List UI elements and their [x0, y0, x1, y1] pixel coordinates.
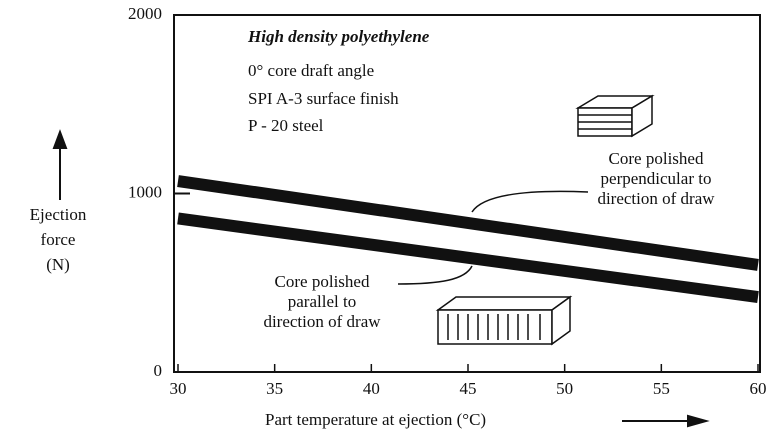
icon-parallel: [438, 297, 570, 344]
leader-line: [398, 266, 472, 284]
x-tick-label: 40: [363, 379, 380, 398]
annotation: parallel to: [288, 292, 356, 311]
x-label: Part temperature at ejection (°C): [265, 410, 486, 429]
y-arrow: [54, 132, 66, 200]
annotation: perpendicular to: [601, 169, 712, 188]
icon-perpendicular: [578, 96, 652, 136]
x-tick-label: 35: [266, 379, 283, 398]
y-tick-label: 0: [154, 361, 163, 380]
annotation: Core polished: [275, 272, 370, 291]
leader-line: [472, 191, 588, 212]
note: P - 20 steel: [248, 116, 324, 135]
annotation: direction of draw: [597, 189, 715, 208]
y-tick-label: 2000: [128, 4, 162, 23]
chart: High density polyethylene 0° core draft …: [0, 0, 768, 435]
note: SPI A-3 surface finish: [248, 89, 399, 108]
x-tick-label: 30: [170, 379, 187, 398]
note: High density polyethylene: [247, 27, 430, 46]
x-tick-label: 50: [556, 379, 573, 398]
x-tick-label: 55: [653, 379, 670, 398]
annotation: direction of draw: [263, 312, 381, 331]
note: 0° core draft angle: [248, 61, 374, 80]
y-tick-label: 1000: [128, 182, 162, 201]
x-tick-label: 60: [750, 379, 767, 398]
x-tick-label: 45: [460, 379, 477, 398]
y-label: Ejection: [30, 205, 87, 224]
annotation: Core polished: [609, 149, 704, 168]
x-arrow: [622, 416, 706, 426]
y-label: force: [41, 230, 76, 249]
y-label: (N): [46, 255, 70, 274]
